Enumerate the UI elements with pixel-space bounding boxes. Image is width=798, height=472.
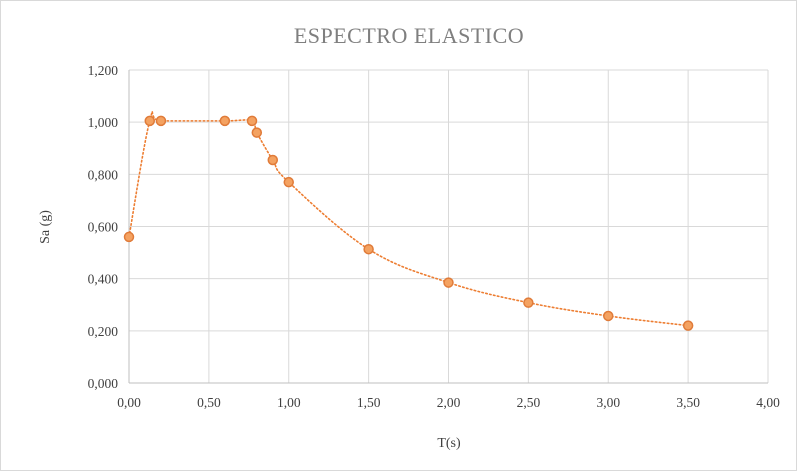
data-point [363, 243, 374, 255]
grid-lines [129, 69, 769, 383]
y-tick-label: 0,600 [88, 220, 119, 235]
y-tick-label: 0,400 [88, 272, 119, 287]
x-tick-label: 2,50 [517, 395, 541, 410]
data-point [123, 231, 135, 243]
data-point [267, 154, 279, 166]
x-tick-label: 3,00 [596, 395, 620, 410]
y-tick-label: 1,200 [88, 63, 119, 78]
data-points [123, 115, 694, 331]
data-point [246, 115, 258, 127]
x-tick-label: 0,00 [117, 395, 141, 410]
y-axis-title: Sa (g) [38, 210, 53, 244]
y-tick-label: 0,200 [88, 324, 119, 339]
x-tick-label: 1,00 [277, 395, 301, 410]
x-tick-label: 2,00 [437, 395, 461, 410]
x-tick-label: 3,50 [676, 395, 700, 410]
tick-labels: 0,00 0,50 1,00 1,50 2,00 2,50 3,00 3,50 4,00 0,00… [88, 63, 780, 410]
y-tick-label: 1,000 [88, 115, 119, 130]
x-axis-title: T(s) [437, 436, 461, 451]
data-point [144, 115, 156, 127]
x-tick-label: 0,50 [197, 395, 221, 410]
axes [128, 70, 768, 384]
data-point [283, 176, 294, 188]
x-tick-label: 4,00 [756, 395, 780, 410]
data-point [603, 310, 614, 322]
data-point [523, 297, 534, 308]
y-tick-label: 0,800 [88, 167, 119, 182]
data-point [251, 127, 263, 138]
data-point [219, 115, 231, 127]
series-line [128, 110, 689, 327]
data-point [155, 115, 167, 127]
series-line-group [128, 110, 689, 327]
y-tick-label: 0,000 [88, 376, 119, 391]
data-point [682, 320, 694, 331]
x-tick-label: 1,50 [357, 395, 381, 410]
data-point [443, 277, 454, 288]
chart-title: ESPECTRO ELASTICO [294, 23, 524, 48]
